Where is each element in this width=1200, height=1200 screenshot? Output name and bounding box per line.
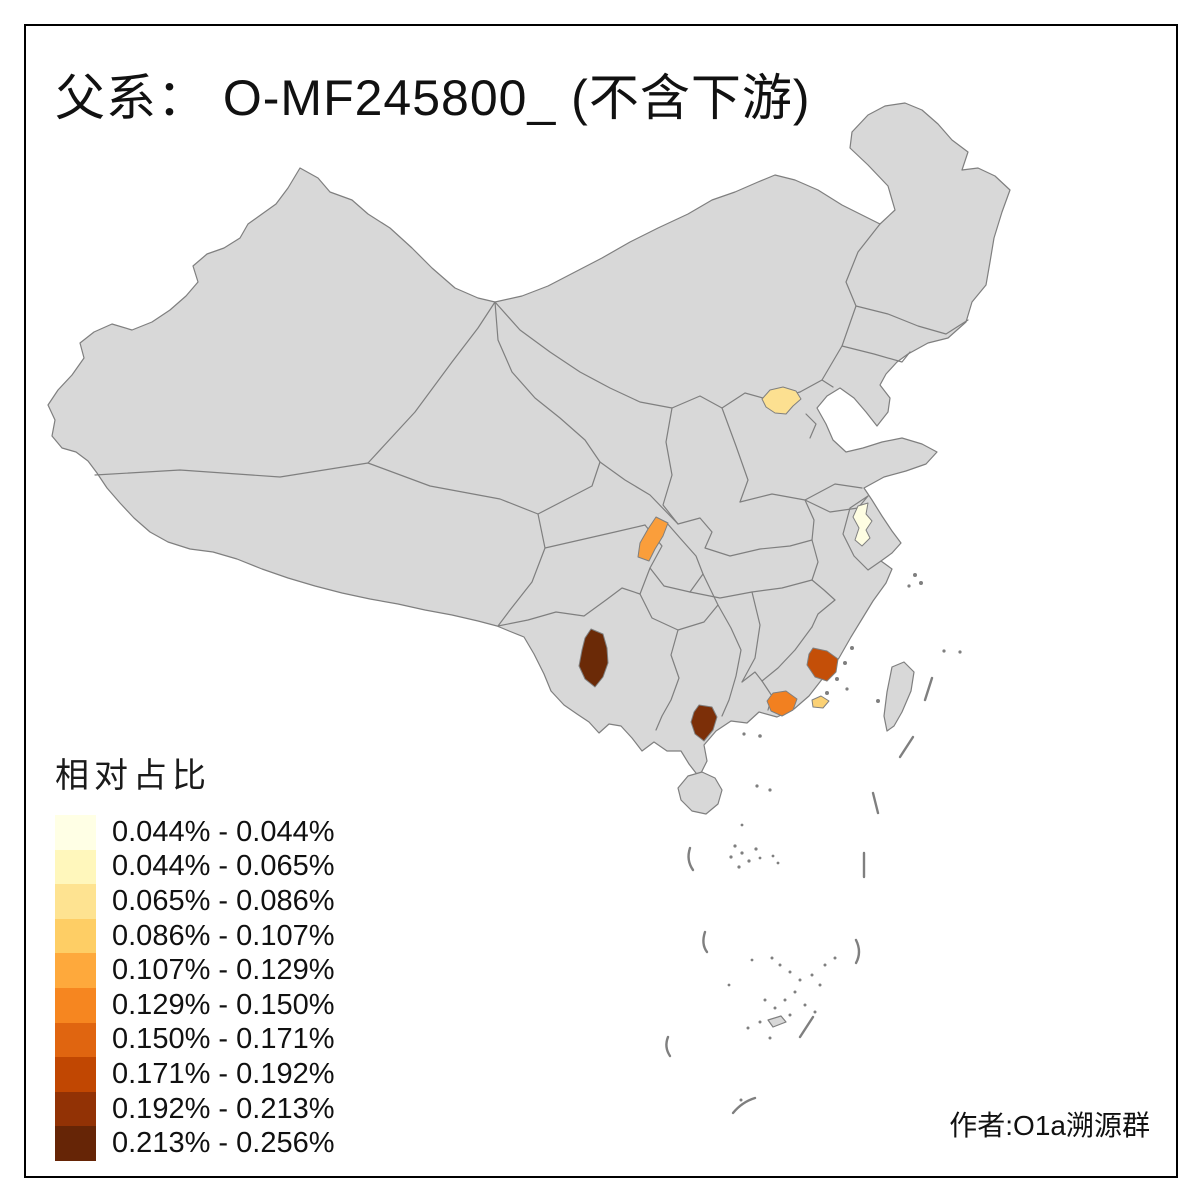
legend-swatch <box>55 987 96 1023</box>
dash-segment <box>898 735 915 759</box>
legend-label: 0.044% - 0.044% <box>112 815 335 848</box>
legend-swatch <box>55 1091 96 1127</box>
province-border <box>494 301 601 515</box>
legend-entry: 0.065% - 0.086% <box>55 884 334 919</box>
province-border <box>761 626 813 682</box>
province-border <box>497 513 546 627</box>
spratly-islet <box>767 1015 787 1028</box>
province-border <box>717 604 742 717</box>
province-border <box>367 301 496 464</box>
province-border <box>655 629 680 731</box>
page-title: 父系： O-MF245800_ (不含下游) <box>55 70 811 126</box>
province-border <box>494 301 801 409</box>
province-border <box>811 539 819 581</box>
legend-label: 0.192% - 0.213% <box>112 1092 335 1125</box>
province-border <box>855 305 969 335</box>
legend-label: 0.150% - 0.171% <box>112 1023 335 1056</box>
legend-label: 0.129% - 0.150% <box>112 988 335 1021</box>
sea-boundary-dashes <box>665 676 934 1115</box>
province-border <box>94 462 369 478</box>
province-border <box>544 524 646 549</box>
map-region-chongqing-area <box>637 516 669 562</box>
hainan-island <box>677 771 723 815</box>
legend-entry: 0.171% - 0.192% <box>55 1057 334 1092</box>
legend-swatch <box>55 1022 96 1058</box>
island-dots <box>727 573 962 1102</box>
dash-segment <box>871 791 880 815</box>
dash-segment <box>854 938 861 965</box>
province-border <box>841 345 911 363</box>
map-region-east-jiangsu <box>852 502 873 547</box>
province-border <box>677 517 813 557</box>
dash-segment <box>665 1035 672 1058</box>
mainland <box>47 102 1011 778</box>
province-border <box>842 495 882 571</box>
dash-segment <box>731 1096 757 1115</box>
legend-entry: 0.086% - 0.107% <box>55 918 335 954</box>
legend-label: 0.107% - 0.129% <box>112 954 335 987</box>
province-border <box>821 379 834 388</box>
mainland-outline <box>47 102 1011 778</box>
dash-segment <box>798 1015 815 1039</box>
legend-entry: 0.192% - 0.213% <box>55 1091 335 1127</box>
legend-entry: 0.213% - 0.256% <box>55 1126 334 1161</box>
province-border <box>804 495 869 513</box>
islands <box>677 661 915 1028</box>
legend-title: 相对占比 <box>55 757 211 795</box>
legend-label: 0.065% - 0.086% <box>112 884 335 917</box>
legend-swatch <box>55 884 96 919</box>
dash-segment <box>687 846 695 872</box>
paracel-island-dots <box>729 784 780 869</box>
legend-label: 0.213% - 0.256% <box>112 1127 335 1160</box>
province-border <box>367 462 539 515</box>
legend-swatch <box>55 1057 96 1092</box>
legend-entries: 0.044% - 0.044% 0.044% - 0.065% 0.065% - 0… <box>55 815 334 1161</box>
legend-swatch <box>55 918 96 954</box>
province-border <box>804 499 815 541</box>
province-border <box>741 591 761 683</box>
province-border <box>665 521 704 593</box>
legend-swatch <box>55 1126 96 1161</box>
map-region-central-guangdong <box>766 690 798 717</box>
province-border <box>721 407 749 503</box>
legend-swatch <box>55 953 96 988</box>
map-region-west-yunnan <box>578 628 609 688</box>
province-border <box>497 587 641 627</box>
legend-label: 0.086% - 0.107% <box>112 919 335 952</box>
coastal-island-dots <box>742 573 962 738</box>
legend-entry: 0.044% - 0.065% <box>55 849 335 885</box>
spratly-island-dots <box>727 956 837 1102</box>
legend-label: 0.044% - 0.065% <box>112 850 335 883</box>
legend-swatch <box>55 815 96 850</box>
legend-swatch <box>55 849 96 885</box>
province-border <box>662 407 679 525</box>
colored-regions <box>578 386 873 742</box>
legend-entry: 0.044% - 0.044% <box>55 815 334 850</box>
legend-entry: 0.129% - 0.150% <box>55 987 335 1023</box>
taiwan-island <box>883 661 915 732</box>
map-region-beijing-area <box>761 386 802 415</box>
legend-entry: 0.107% - 0.129% <box>55 953 334 988</box>
province-borders <box>94 223 969 731</box>
legend: 相对占比 0.044% - 0.044% 0.044% - 0.065% 0.065… <box>55 748 334 1161</box>
map-region-chaoshan-coast <box>811 695 830 709</box>
legend-label: 0.171% - 0.192% <box>112 1057 335 1090</box>
author-credit: 作者:O1a溯源群 <box>949 1110 1150 1141</box>
map-region-central-fujian <box>806 647 839 682</box>
province-border <box>599 461 679 525</box>
legend-entry: 0.150% - 0.171% <box>55 1022 335 1058</box>
dash-segment <box>702 930 709 954</box>
province-border <box>741 671 763 683</box>
province-border <box>811 599 836 628</box>
province-border <box>805 413 817 439</box>
dash-segment <box>923 676 934 702</box>
map-region-south-guangxi <box>690 704 718 742</box>
plot-frame <box>24 24 1178 1178</box>
province-border <box>811 579 836 601</box>
